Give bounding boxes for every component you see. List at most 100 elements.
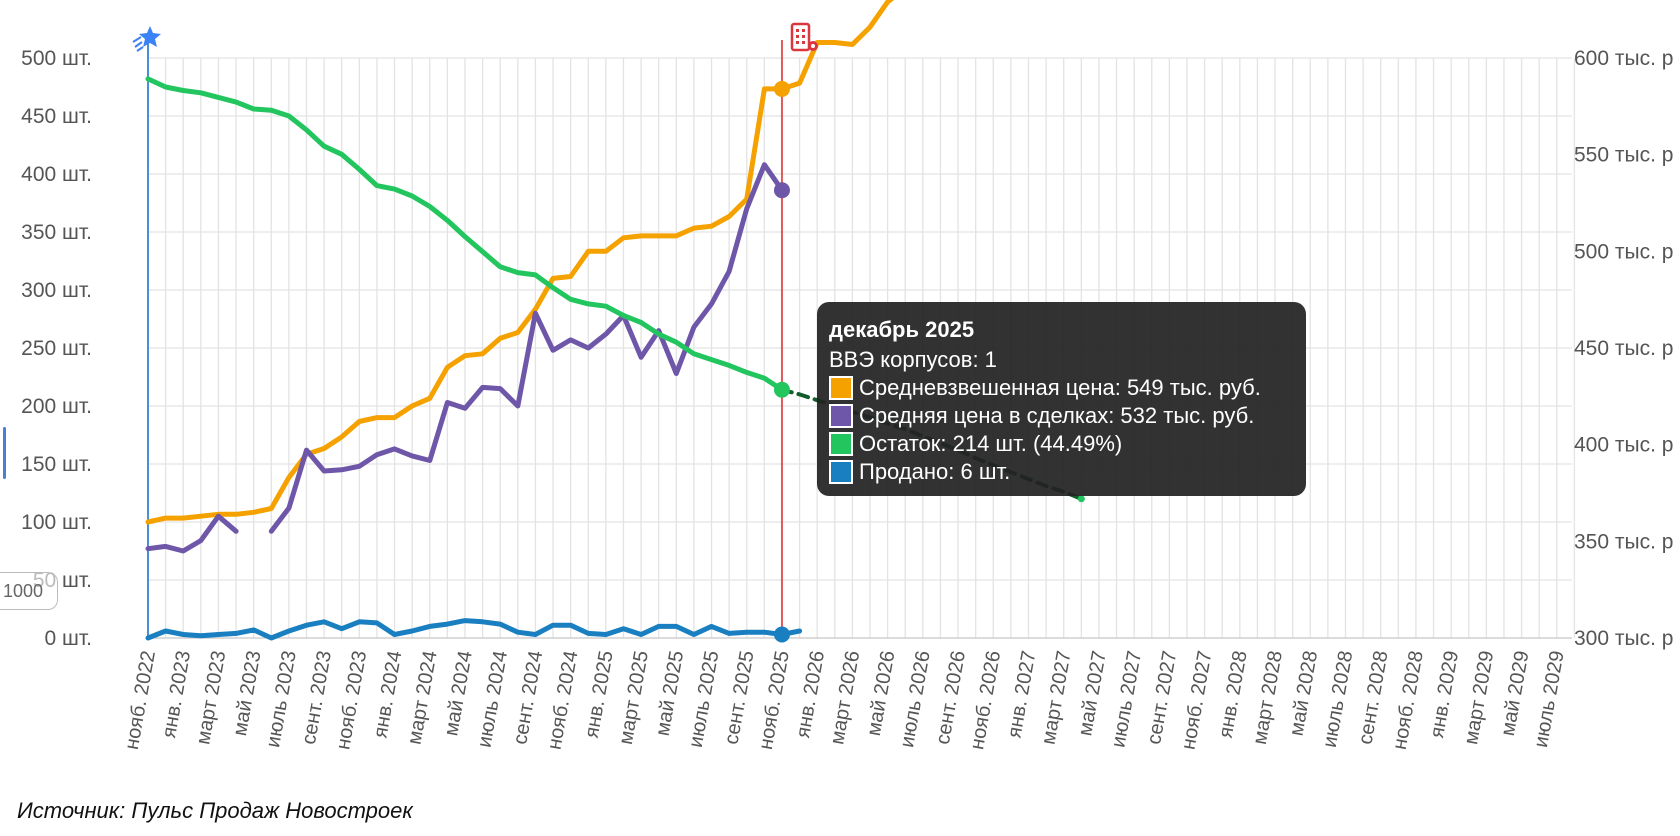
building-window [796,41,799,44]
right-axis: 300 тыс. р 350 тыс. р 400 тыс. р 450 тыс. р… [1574,47,1673,650]
left-axis: 0 шт.50 шт.100 шт.150 шт.200 шт.250 шт.3… [21,47,92,650]
left-tick-label: 250 шт. [21,337,92,360]
right-tick-label: 550 тыс. р [1574,144,1673,167]
x-tick-label: июль 2024 [473,649,512,749]
tooltip-row-rest: Остаток: 214 шт. (44.49%) [829,430,1294,458]
zoom-box[interactable]: 1000 [0,572,58,610]
x-tick-label: май 2029 [1497,649,1534,738]
x-tick-label: май 2027 [1074,649,1111,738]
x-tick-label: июль 2027 [1107,649,1146,749]
building-window [802,29,805,32]
x-tick-label: янв. 2029 [1426,649,1463,740]
tooltip-sold-text: Продано: 6 шт. [859,459,1011,484]
x-tick-label: сент. 2028 [1355,649,1393,746]
left-tick-label: 200 шт. [21,395,92,418]
tooltip-row-deal: Средняя цена в сделках: 532 тыс. руб. [829,402,1294,430]
x-tick-label: март 2024 [404,649,442,746]
x-tick-label: май 2024 [440,649,477,738]
x-tick-label: март 2028 [1249,649,1287,746]
left-tick-label: 450 шт. [21,105,92,128]
zoom-label: 1000 [3,580,44,601]
gear-hole [811,44,815,48]
x-tick-label: май 2026 [863,649,900,738]
x-tick-label: нояб. 2028 [1389,649,1428,751]
series-deal-line [145,162,785,554]
right-tick-label: 500 тыс. р [1574,240,1673,263]
tooltip-deal-text: Средняя цена в сделках: 532 тыс. руб. [859,403,1255,428]
x-tick-label: нояб. 2022 [121,649,160,751]
tooltip-price-text: Средневзвешенная цена: 549 тыс. руб. [859,375,1261,400]
x-tick-label: сент. 2023 [298,649,336,746]
tooltip-row-sold: Продано: 6 шт. [829,458,1294,486]
right-tick-label: 350 тыс. р [1574,530,1673,553]
tooltip-line-buildings: ВВЭ корпусов: 1 [829,346,1294,374]
x-tick-label: сент. 2025 [721,649,759,746]
series-rest-line [145,76,785,393]
left-tick-label: 400 шт. [21,163,92,186]
right-tick-label: 300 тыс. р [1574,627,1673,650]
marker-price [773,80,790,97]
price-swatch [829,376,853,400]
left-tick-label: 150 шт. [21,453,92,476]
building-gear-icon [790,22,818,52]
chart-icons [132,22,818,52]
series-price-line [145,0,895,525]
left-tick-label: 500 шт. [21,47,92,70]
left-tick-label: 350 шт. [21,221,92,244]
left-tick-label: 100 шт. [21,511,92,534]
source-caption: Источник: Пульс Продаж Новостроек [17,798,413,823]
x-tick-label: янв. 2028 [1215,649,1252,740]
right-tick-label: 600 тыс. р [1574,47,1673,70]
building-window [796,35,799,38]
x-tick-label: нояб. 2023 [332,649,371,751]
x-tick-label: янв. 2023 [158,649,195,740]
x-tick-label: янв. 2024 [369,649,406,740]
x-tick-label: сент. 2026 [932,649,970,746]
x-tick-label: май 2028 [1286,649,1323,738]
x-tick-label: март 2026 [826,649,864,746]
sold-swatch [829,460,853,484]
x-tick-label: нояб. 2025 [755,649,794,751]
star-trail [136,46,144,52]
x-tick-label: март 2029 [1460,649,1498,746]
x-tick-label: март 2025 [615,649,653,746]
x-tick-label: сент. 2024 [509,649,547,746]
building-outline [790,22,811,52]
x-tick-label: март 2023 [192,649,230,746]
x-tick-label: янв. 2026 [792,649,829,740]
left-tick-label: 300 шт. [21,279,92,302]
x-tick-label: нояб. 2026 [966,649,1005,751]
x-tick-label: июль 2025 [685,649,724,749]
tooltip-rest-text: Остаток: 214 шт. (44.49%) [859,431,1123,456]
x-tick-label: май 2023 [229,649,266,738]
left-tick-label: 0 шт. [45,627,93,650]
star-trail [134,41,143,48]
right-tick-label: 450 тыс. р [1574,337,1673,360]
x-tick-label: май 2025 [652,649,689,738]
marker-sold [773,626,790,643]
tooltip: декабрь 2025 ВВЭ корпусов: 1 Средневзвеш… [817,302,1306,496]
x-tick-label: нояб. 2027 [1177,649,1216,751]
building-window [802,41,805,44]
x-tick-label: янв. 2025 [581,649,618,740]
series-markers [773,80,790,643]
range-handle[interactable] [3,427,6,479]
series-sold-line [145,618,803,641]
rest-swatch [829,432,853,456]
x-tick-label: июль 2028 [1319,649,1358,749]
x-tick-label: янв. 2027 [1003,649,1040,740]
building-window [802,35,805,38]
x-tick-label: июль 2026 [896,649,935,749]
marker-deal [773,182,790,199]
star-shape [139,26,161,47]
x-tick-label: сент. 2027 [1143,649,1181,746]
deal-swatch [829,404,853,428]
shooting-star-icon [132,26,161,52]
tooltip-title: декабрь 2025 [829,317,975,342]
tooltip-buildings-text: ВВЭ корпусов: 1 [829,347,997,372]
x-tick-label: март 2027 [1038,649,1076,746]
marker-rest [773,381,790,398]
x-tick-label: июль 2023 [262,649,301,749]
